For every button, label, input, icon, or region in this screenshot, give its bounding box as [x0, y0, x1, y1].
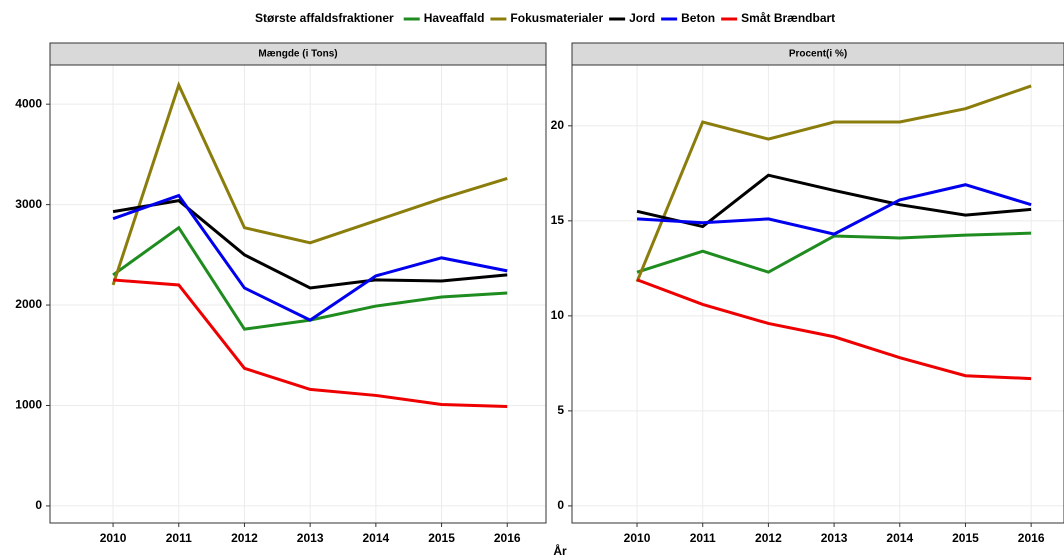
- x-tick-label: 2015: [428, 531, 455, 545]
- x-tick-label: 2012: [755, 531, 782, 545]
- line: [112, 193, 508, 322]
- x-tick-label: 2010: [624, 531, 651, 545]
- y-tick-label: 15: [551, 213, 565, 227]
- legend-label: Jord: [629, 11, 655, 25]
- y-tick-label: 3000: [15, 197, 42, 211]
- plot-background: [572, 65, 1064, 523]
- legend-label: Beton: [681, 11, 715, 25]
- line: [112, 198, 508, 290]
- line: [635, 84, 1032, 283]
- line: [636, 183, 1032, 236]
- line: [636, 173, 1032, 229]
- y-tick-label: 4000: [15, 96, 42, 110]
- y-tick-label: 20: [551, 118, 565, 132]
- legend-label: Fokusmaterialer: [510, 11, 603, 25]
- y-tick-label: 5: [557, 403, 564, 417]
- panel-title: Procent(i %): [789, 49, 847, 60]
- x-tick-label: 2012: [231, 531, 258, 545]
- x-tick-label: 2011: [690, 531, 716, 545]
- legend-title: Største affaldsfraktioner: [255, 11, 394, 25]
- y-tick-label: 0: [35, 498, 42, 512]
- line: [636, 231, 1032, 274]
- plot-background: [50, 65, 546, 523]
- y-tick-label: 2000: [15, 297, 42, 311]
- panel-border: [49, 64, 547, 524]
- x-tick-label: 2013: [821, 531, 848, 545]
- x-tick-label: 2016: [1018, 531, 1045, 545]
- x-tick-label: 2010: [100, 531, 127, 545]
- panel-border: [571, 64, 1064, 524]
- panel-title: Mængde (i Tons): [258, 49, 337, 60]
- x-tick-label: 2014: [362, 531, 389, 545]
- legend-label: Haveaffald: [424, 11, 485, 25]
- y-tick-label: 0: [557, 498, 564, 512]
- legend-label: Småt Brændbart: [741, 11, 835, 25]
- line: [111, 80, 508, 286]
- x-tick-label: 2014: [886, 531, 913, 545]
- y-tick-label: 10: [551, 308, 565, 322]
- x-tick-label: 2011: [166, 531, 192, 545]
- line: [112, 278, 508, 408]
- x-tick-label: 2013: [297, 531, 324, 545]
- x-tick-label: 2015: [952, 531, 979, 545]
- x-axis-title: År: [553, 543, 567, 557]
- x-tick-label: 2016: [494, 531, 521, 545]
- line: [636, 278, 1032, 381]
- y-tick-label: 1000: [15, 398, 42, 412]
